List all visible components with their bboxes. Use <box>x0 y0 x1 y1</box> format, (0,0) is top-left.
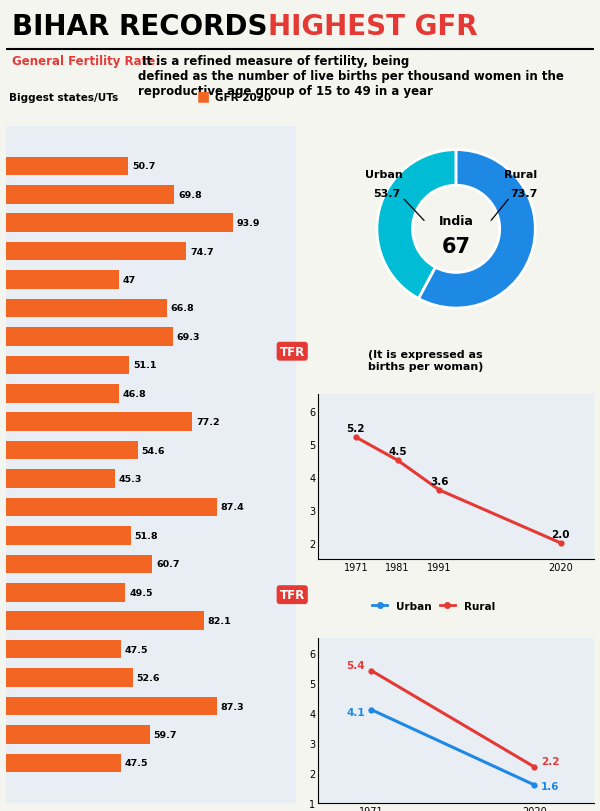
Text: BIHAR RECORDS: BIHAR RECORDS <box>12 13 277 41</box>
Bar <box>6 583 125 602</box>
Wedge shape <box>419 150 535 309</box>
Text: (It is expressed as
births per woman): (It is expressed as births per woman) <box>368 350 483 371</box>
Text: 2.2: 2.2 <box>541 757 559 766</box>
Wedge shape <box>377 150 456 299</box>
Bar <box>6 753 121 772</box>
Text: 87.4: 87.4 <box>221 503 244 512</box>
Text: General Fertility Rate:: General Fertility Rate: <box>12 54 160 67</box>
Text: 52.6: 52.6 <box>137 673 160 682</box>
Text: 69.8: 69.8 <box>178 191 202 200</box>
Bar <box>6 413 193 431</box>
Bar <box>6 668 133 687</box>
Text: 66.8: 66.8 <box>171 304 194 313</box>
Bar <box>6 186 175 204</box>
Text: 50.7: 50.7 <box>132 162 155 171</box>
Bar <box>6 384 119 403</box>
Text: TFR: TFR <box>280 345 305 358</box>
Text: 54.6: 54.6 <box>142 446 165 455</box>
Bar <box>6 157 128 176</box>
Bar <box>6 555 152 573</box>
Text: 46.8: 46.8 <box>122 389 146 398</box>
Bar <box>6 356 130 375</box>
Text: 59.7: 59.7 <box>154 730 177 739</box>
Text: 49.5: 49.5 <box>129 588 152 597</box>
Bar <box>6 470 115 488</box>
Text: 5.2: 5.2 <box>347 423 365 434</box>
Text: 4.5: 4.5 <box>388 447 407 457</box>
Bar <box>6 611 204 630</box>
Bar <box>6 214 233 233</box>
Text: India: India <box>439 215 473 228</box>
Bar <box>6 441 138 460</box>
Text: 74.7: 74.7 <box>190 247 214 256</box>
Text: 51.8: 51.8 <box>134 531 158 540</box>
Text: 4.1: 4.1 <box>346 707 365 717</box>
Text: 69.3: 69.3 <box>177 333 200 341</box>
Text: 3.6: 3.6 <box>430 476 449 487</box>
Text: 60.7: 60.7 <box>156 560 179 569</box>
Bar <box>6 299 167 318</box>
Text: 47.5: 47.5 <box>124 758 148 767</box>
Text: GFR 2020: GFR 2020 <box>215 93 271 103</box>
Text: Biggest states/UTs: Biggest states/UTs <box>9 93 118 103</box>
Bar <box>6 526 131 545</box>
Text: 5.4: 5.4 <box>346 660 365 670</box>
Bar <box>6 271 119 290</box>
Bar <box>6 328 173 346</box>
Text: Rural: Rural <box>503 170 537 180</box>
Text: 77.2: 77.2 <box>196 418 220 427</box>
Text: 47: 47 <box>123 276 136 285</box>
Text: TFR: TFR <box>280 589 305 602</box>
Text: 1.6: 1.6 <box>541 781 559 792</box>
Text: 73.7: 73.7 <box>510 188 538 199</box>
Text: 67: 67 <box>442 237 470 257</box>
Bar <box>6 640 121 659</box>
Bar <box>6 498 217 517</box>
Bar <box>6 725 150 744</box>
Text: 51.1: 51.1 <box>133 361 157 370</box>
Text: 47.5: 47.5 <box>124 645 148 654</box>
Text: ■: ■ <box>197 89 210 103</box>
Text: It is a refined measure of fertility, being
defined as the number of live births: It is a refined measure of fertility, be… <box>139 54 564 97</box>
Text: 82.1: 82.1 <box>208 616 232 625</box>
Text: HIGHEST GFR: HIGHEST GFR <box>268 13 477 41</box>
Text: Urban: Urban <box>365 170 403 180</box>
Bar <box>6 697 217 715</box>
Text: 53.7: 53.7 <box>373 188 400 199</box>
Text: 2.0: 2.0 <box>551 530 570 539</box>
Legend: Urban, Rural: Urban, Rural <box>368 597 499 615</box>
Bar <box>6 242 186 261</box>
Text: 93.9: 93.9 <box>236 219 260 228</box>
Text: 87.3: 87.3 <box>220 702 244 710</box>
Text: 45.3: 45.3 <box>119 474 142 483</box>
